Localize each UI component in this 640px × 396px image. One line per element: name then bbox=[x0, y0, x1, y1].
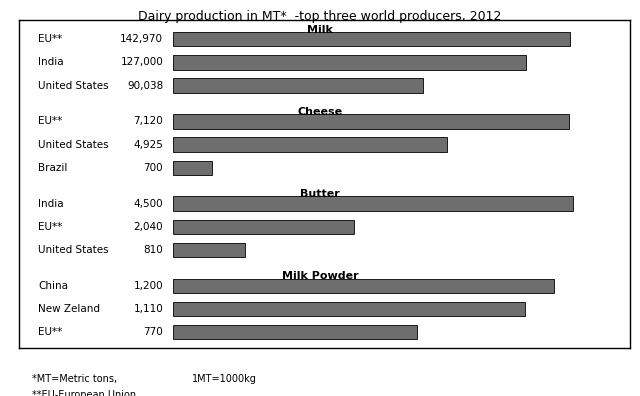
Text: Milk: Milk bbox=[307, 25, 333, 34]
Text: 4,925: 4,925 bbox=[133, 140, 163, 150]
Text: *MT=Metric tons,: *MT=Metric tons, bbox=[32, 374, 117, 384]
Text: Cheese: Cheese bbox=[298, 107, 342, 117]
Text: China: China bbox=[38, 281, 68, 291]
Text: 1,110: 1,110 bbox=[134, 304, 163, 314]
Text: 1,200: 1,200 bbox=[134, 281, 163, 291]
Text: United States: United States bbox=[38, 81, 109, 91]
Text: 810: 810 bbox=[143, 245, 163, 255]
Text: Dairy production in MT*  -top three world producers, 2012: Dairy production in MT* -top three world… bbox=[138, 10, 502, 23]
Text: 700: 700 bbox=[143, 163, 163, 173]
Text: EU**: EU** bbox=[38, 327, 63, 337]
Text: 7,120: 7,120 bbox=[134, 116, 163, 126]
Text: New Zeland: New Zeland bbox=[38, 304, 100, 314]
Text: 1MT=1000kg: 1MT=1000kg bbox=[192, 374, 257, 384]
Text: EU**: EU** bbox=[38, 222, 63, 232]
Text: Butter: Butter bbox=[300, 189, 340, 199]
Text: 2,040: 2,040 bbox=[134, 222, 163, 232]
Text: Brazil: Brazil bbox=[38, 163, 68, 173]
Text: 90,038: 90,038 bbox=[127, 81, 163, 91]
Text: 142,970: 142,970 bbox=[120, 34, 163, 44]
Text: EU**: EU** bbox=[38, 34, 63, 44]
Text: 4,500: 4,500 bbox=[134, 199, 163, 209]
Text: United States: United States bbox=[38, 140, 109, 150]
Text: EU**: EU** bbox=[38, 116, 63, 126]
Text: India: India bbox=[38, 199, 64, 209]
Text: **EU-European Union: **EU-European Union bbox=[32, 390, 136, 396]
Text: Milk Powder: Milk Powder bbox=[282, 271, 358, 281]
Text: India: India bbox=[38, 57, 64, 67]
Text: 127,000: 127,000 bbox=[120, 57, 163, 67]
Text: United States: United States bbox=[38, 245, 109, 255]
Text: 770: 770 bbox=[143, 327, 163, 337]
